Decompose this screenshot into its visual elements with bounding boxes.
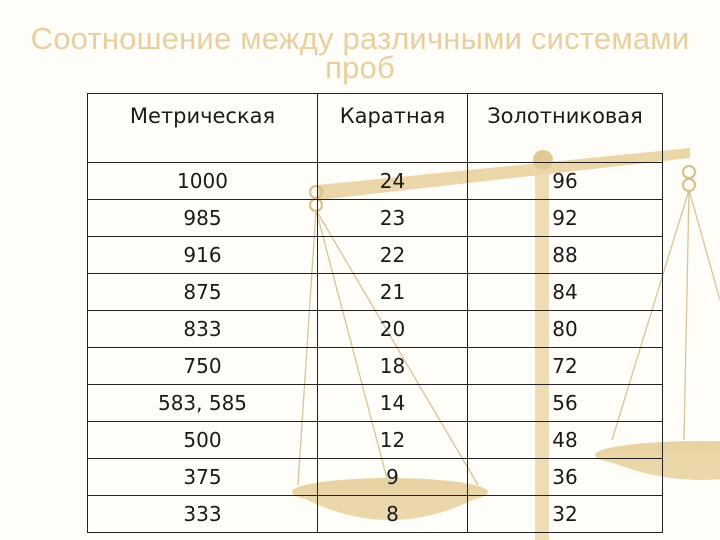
cell-metric: 916 bbox=[87, 236, 318, 274]
cell-zolotnik: 92 bbox=[467, 199, 663, 237]
cell-carat: 18 bbox=[317, 347, 468, 385]
table-row: 750 18 72 bbox=[87, 347, 663, 385]
table-row: 916 22 88 bbox=[87, 236, 663, 274]
cell-zolotnik: 80 bbox=[467, 310, 663, 348]
cell-zolotnik: 88 bbox=[467, 236, 663, 274]
cell-zolotnik: 56 bbox=[467, 384, 663, 422]
cell-metric: 833 bbox=[87, 310, 318, 348]
cell-carat: 23 bbox=[317, 199, 468, 237]
cell-carat: 9 bbox=[317, 458, 468, 496]
cell-carat: 8 bbox=[317, 495, 468, 533]
header-carat: Каратная bbox=[317, 93, 468, 163]
cell-metric: 333 bbox=[87, 495, 318, 533]
cell-metric: 583, 585 bbox=[87, 384, 318, 422]
table-row: 500 12 48 bbox=[87, 421, 663, 459]
table-row: 333 8 32 bbox=[87, 495, 663, 533]
cell-carat: 14 bbox=[317, 384, 468, 422]
cell-metric: 500 bbox=[87, 421, 318, 459]
table-row: 583, 585 14 56 bbox=[87, 384, 663, 422]
table-row: 985 23 92 bbox=[87, 199, 663, 237]
title-line-1: Соотношение между различными системами bbox=[30, 21, 690, 56]
cell-zolotnik: 84 bbox=[467, 273, 663, 311]
table-row: 875 21 84 bbox=[87, 273, 663, 311]
cell-zolotnik: 32 bbox=[467, 495, 663, 533]
cell-carat: 21 bbox=[317, 273, 468, 311]
cell-carat: 20 bbox=[317, 310, 468, 348]
cell-carat: 22 bbox=[317, 236, 468, 274]
cell-metric: 750 bbox=[87, 347, 318, 385]
fineness-table: Метрическая Каратная Золотниковая 1000 2… bbox=[87, 93, 663, 533]
cell-metric: 375 bbox=[87, 458, 318, 496]
cell-carat: 12 bbox=[317, 421, 468, 459]
cell-zolotnik: 96 bbox=[467, 162, 663, 200]
cell-zolotnik: 48 bbox=[467, 421, 663, 459]
page-title: Соотношение между различными системами п… bbox=[0, 21, 720, 85]
cell-carat: 24 bbox=[317, 162, 468, 200]
table-row: 833 20 80 bbox=[87, 310, 663, 348]
table-header-row: Метрическая Каратная Золотниковая bbox=[87, 93, 663, 163]
table-row: 1000 24 96 bbox=[87, 162, 663, 200]
header-zolotnik: Золотниковая bbox=[467, 93, 663, 163]
cell-zolotnik: 36 bbox=[467, 458, 663, 496]
cell-metric: 875 bbox=[87, 273, 318, 311]
title-line-2: проб bbox=[325, 50, 395, 85]
header-metric: Метрическая bbox=[87, 93, 318, 163]
table-row: 375 9 36 bbox=[87, 458, 663, 496]
cell-zolotnik: 72 bbox=[467, 347, 663, 385]
cell-metric: 1000 bbox=[87, 162, 318, 200]
cell-metric: 985 bbox=[87, 199, 318, 237]
